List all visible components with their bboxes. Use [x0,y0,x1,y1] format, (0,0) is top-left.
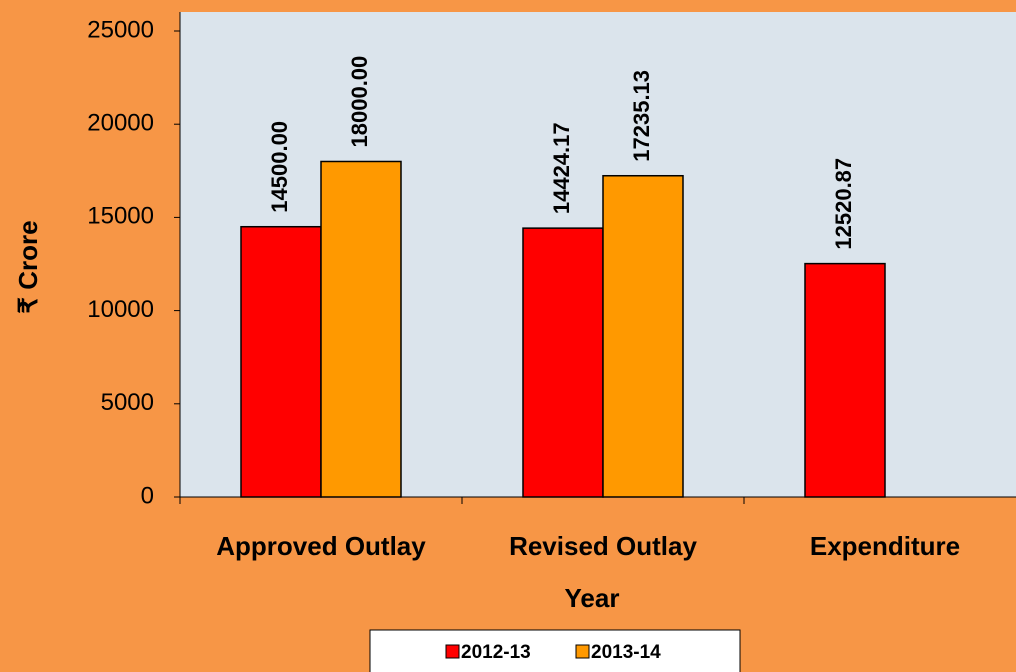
x-tick-label: Expenditure [810,531,960,561]
data-label: 14500.00 [267,121,292,213]
bar [320,160,402,498]
data-label: 17235.13 [629,70,654,162]
y-tick-label: 10000 [87,296,154,323]
bar [522,227,604,498]
y-axis-label: ₹ Crore [13,220,43,313]
bar [602,174,684,498]
x-tick-label: Approved Outlay [216,531,426,561]
y-tick-label: 5000 [101,389,154,416]
legend-swatch [445,644,460,659]
legend-label: 2013-14 [591,642,661,663]
x-tick-label: Revised Outlay [509,531,697,561]
x-axis-label: Year [565,583,620,613]
data-label: 18000.00 [347,56,372,148]
y-tick-label: 20000 [87,110,154,137]
y-tick-label: 15000 [87,203,154,230]
y-tick-label: 25000 [87,16,154,43]
legend-label: 2012-13 [461,642,531,663]
data-label: 14424.17 [549,122,574,214]
bar [240,225,322,498]
bar [804,262,886,498]
legend-swatch [575,644,590,659]
y-tick-label: 0 [141,482,154,509]
data-label: 12520.87 [831,158,856,250]
legend [369,629,741,672]
